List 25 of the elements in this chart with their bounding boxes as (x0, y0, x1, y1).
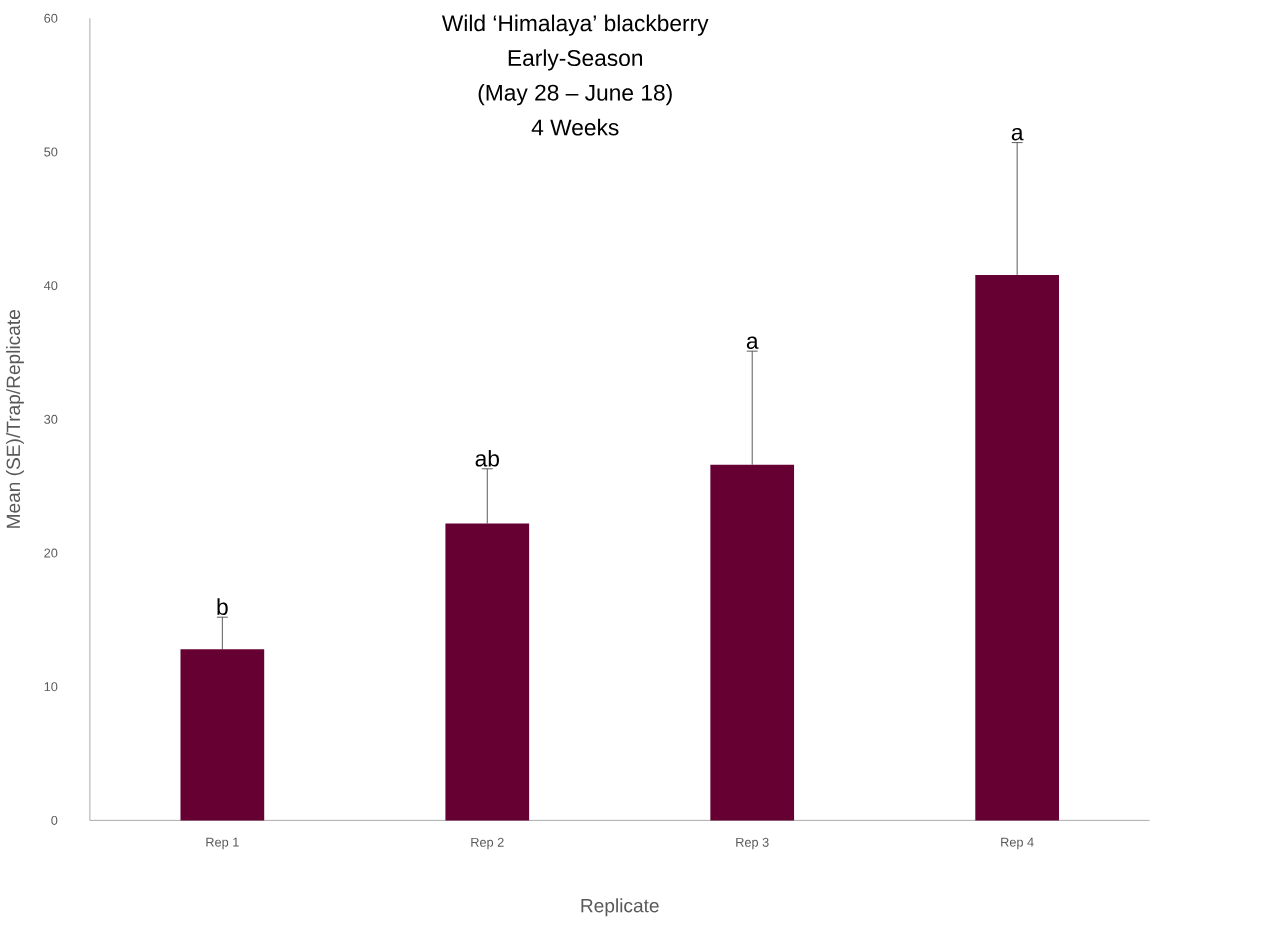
bar (180, 649, 265, 821)
y-tick-label: 30 (44, 414, 58, 424)
annotation: ab (475, 449, 499, 467)
y-tick-label: 10 (44, 682, 58, 692)
bar (975, 274, 1060, 821)
x-tick-label: Rep 2 (471, 837, 504, 850)
text: Early-Season (508, 49, 643, 71)
y-axis-title: Mean (SE)/Trap/Replicate (6, 309, 24, 528)
chart-title: Wild ‘Himalaya’ blackberry (441, 14, 709, 36)
y-tick-label: 20 (44, 548, 58, 558)
annotation: (May 28 – June 18) (478, 83, 672, 106)
bar (445, 523, 530, 821)
y-tick-label: 60 (44, 13, 58, 23)
x-tick-label: Rep 4 (1001, 837, 1034, 850)
y-tick-label: 50 (44, 147, 58, 157)
x-tick-label: Rep 3 (736, 837, 769, 850)
annotation: 4 Weeks (531, 118, 619, 136)
bar (710, 464, 795, 821)
annotation: a (1011, 127, 1024, 141)
x-tick-label: Rep 1 (206, 837, 239, 850)
x-axis-title: Replicate (581, 898, 659, 917)
annotation: b (217, 598, 228, 615)
y-tick-label: 0 (51, 815, 58, 825)
y-tick-label: 40 (43, 281, 58, 291)
annotation: a (746, 336, 759, 349)
